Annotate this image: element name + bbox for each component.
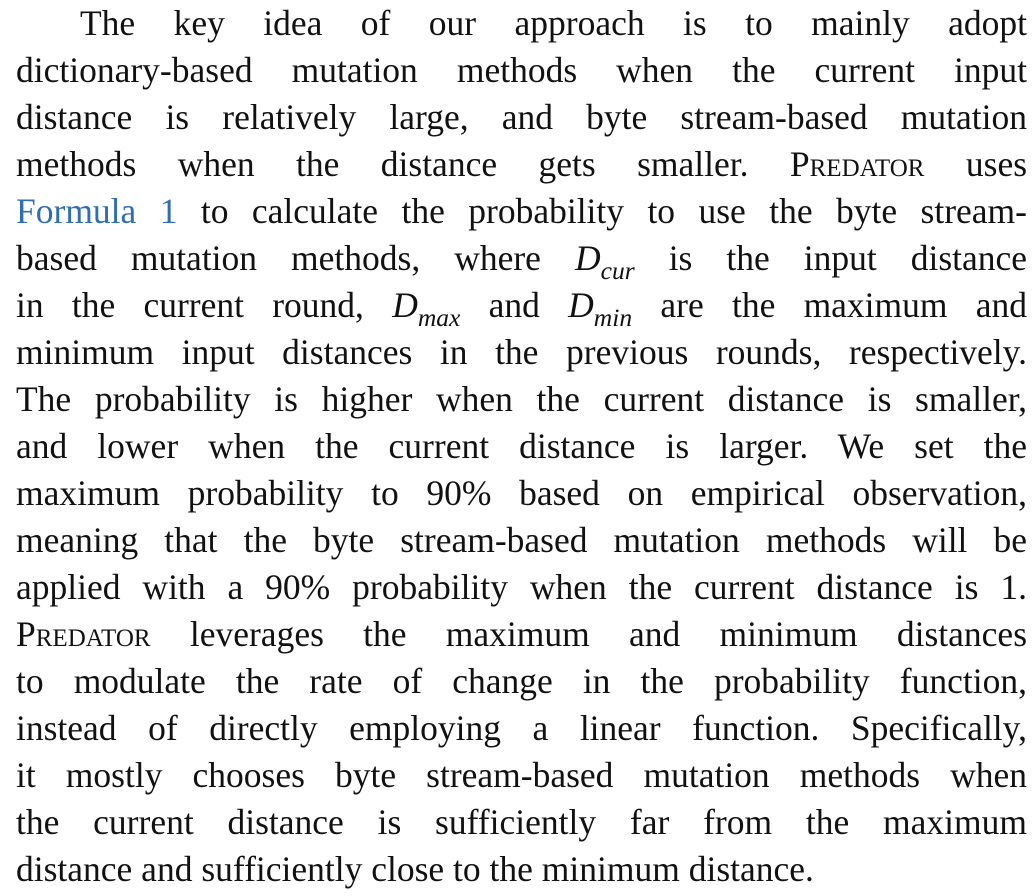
math-d-max-base: D	[392, 285, 418, 325]
math-d-max-subscript: max	[417, 302, 461, 332]
math-d-min: Dmin	[568, 285, 632, 330]
math-d-cur-base: D	[574, 238, 601, 278]
paragraph-line-2: dictionary-based mutation methods when t…	[16, 50, 1027, 90]
paragraph-line-14: Predator leverages the maximum and minim…	[16, 611, 1027, 658]
formula-1-link[interactable]: Formula 1	[16, 191, 178, 231]
paragraph-line-10: and lower when the current distance is l…	[16, 426, 1027, 466]
paragraph-line-9: The probability is higher when the curre…	[16, 379, 1027, 419]
paragraph-line-12: meaning that the byte stream-based mutat…	[16, 520, 1027, 560]
paragraph-line-16: instead of directly employing a linear f…	[16, 708, 1027, 748]
paragraph-line-3: distance is relatively large, and byte s…	[16, 97, 1027, 137]
text-span: based mutation methods, where	[16, 238, 541, 278]
paragraph-line-18: the current distance is sufficiently far…	[16, 802, 1027, 842]
text-span: in the current round,	[16, 285, 364, 325]
paragraph-line-15: to modulate the rate of change in the pr…	[16, 661, 1027, 701]
math-d-max: Dmax	[392, 285, 460, 330]
paragraph-line-1: The key idea of our approach is to mainl…	[80, 3, 1027, 43]
paragraph-line-11: maximum probability to 90% based on empi…	[16, 473, 1027, 513]
math-d-cur: Dcur	[574, 238, 635, 283]
paragraph-line-7: in the current round, Dmax and Dmin are …	[16, 282, 1028, 330]
system-name-predator: Predator	[16, 614, 151, 654]
paragraph-line-5: Formula 1 to calculate the probability t…	[16, 188, 1027, 235]
text-span: and	[488, 285, 540, 325]
text-span: uses	[965, 144, 1028, 184]
system-name-predator: Predator	[789, 144, 925, 184]
math-d-min-base: D	[568, 285, 594, 325]
paragraph-line-4: methods when the distance gets smaller. …	[16, 141, 1027, 188]
text-span: are the maximum and	[660, 285, 1028, 325]
paragraph-line-13: applied with a 90% probability when the …	[16, 567, 1027, 607]
text-span: methods when the distance gets smaller.	[16, 144, 749, 184]
text-span: leverages the maximum and minimum distan…	[189, 614, 1028, 654]
paper-paragraph: The key idea of our approach is to mainl…	[16, 0, 1027, 893]
paragraph-line-17: it mostly chooses byte stream-based muta…	[16, 755, 1027, 795]
math-d-min-subscript: min	[593, 302, 633, 332]
text-span: is the input distance	[668, 238, 1028, 278]
paragraph-line-19: distance and sufficiently close to the m…	[16, 849, 814, 889]
paragraph-line-8: minimum input distances in the previous …	[16, 332, 1027, 372]
paragraph-line-6: based mutation methods, where Dcur is th…	[16, 235, 1028, 283]
math-d-cur-subscript: cur	[600, 255, 635, 285]
text-span: to calculate the probability to use the …	[200, 191, 1027, 231]
